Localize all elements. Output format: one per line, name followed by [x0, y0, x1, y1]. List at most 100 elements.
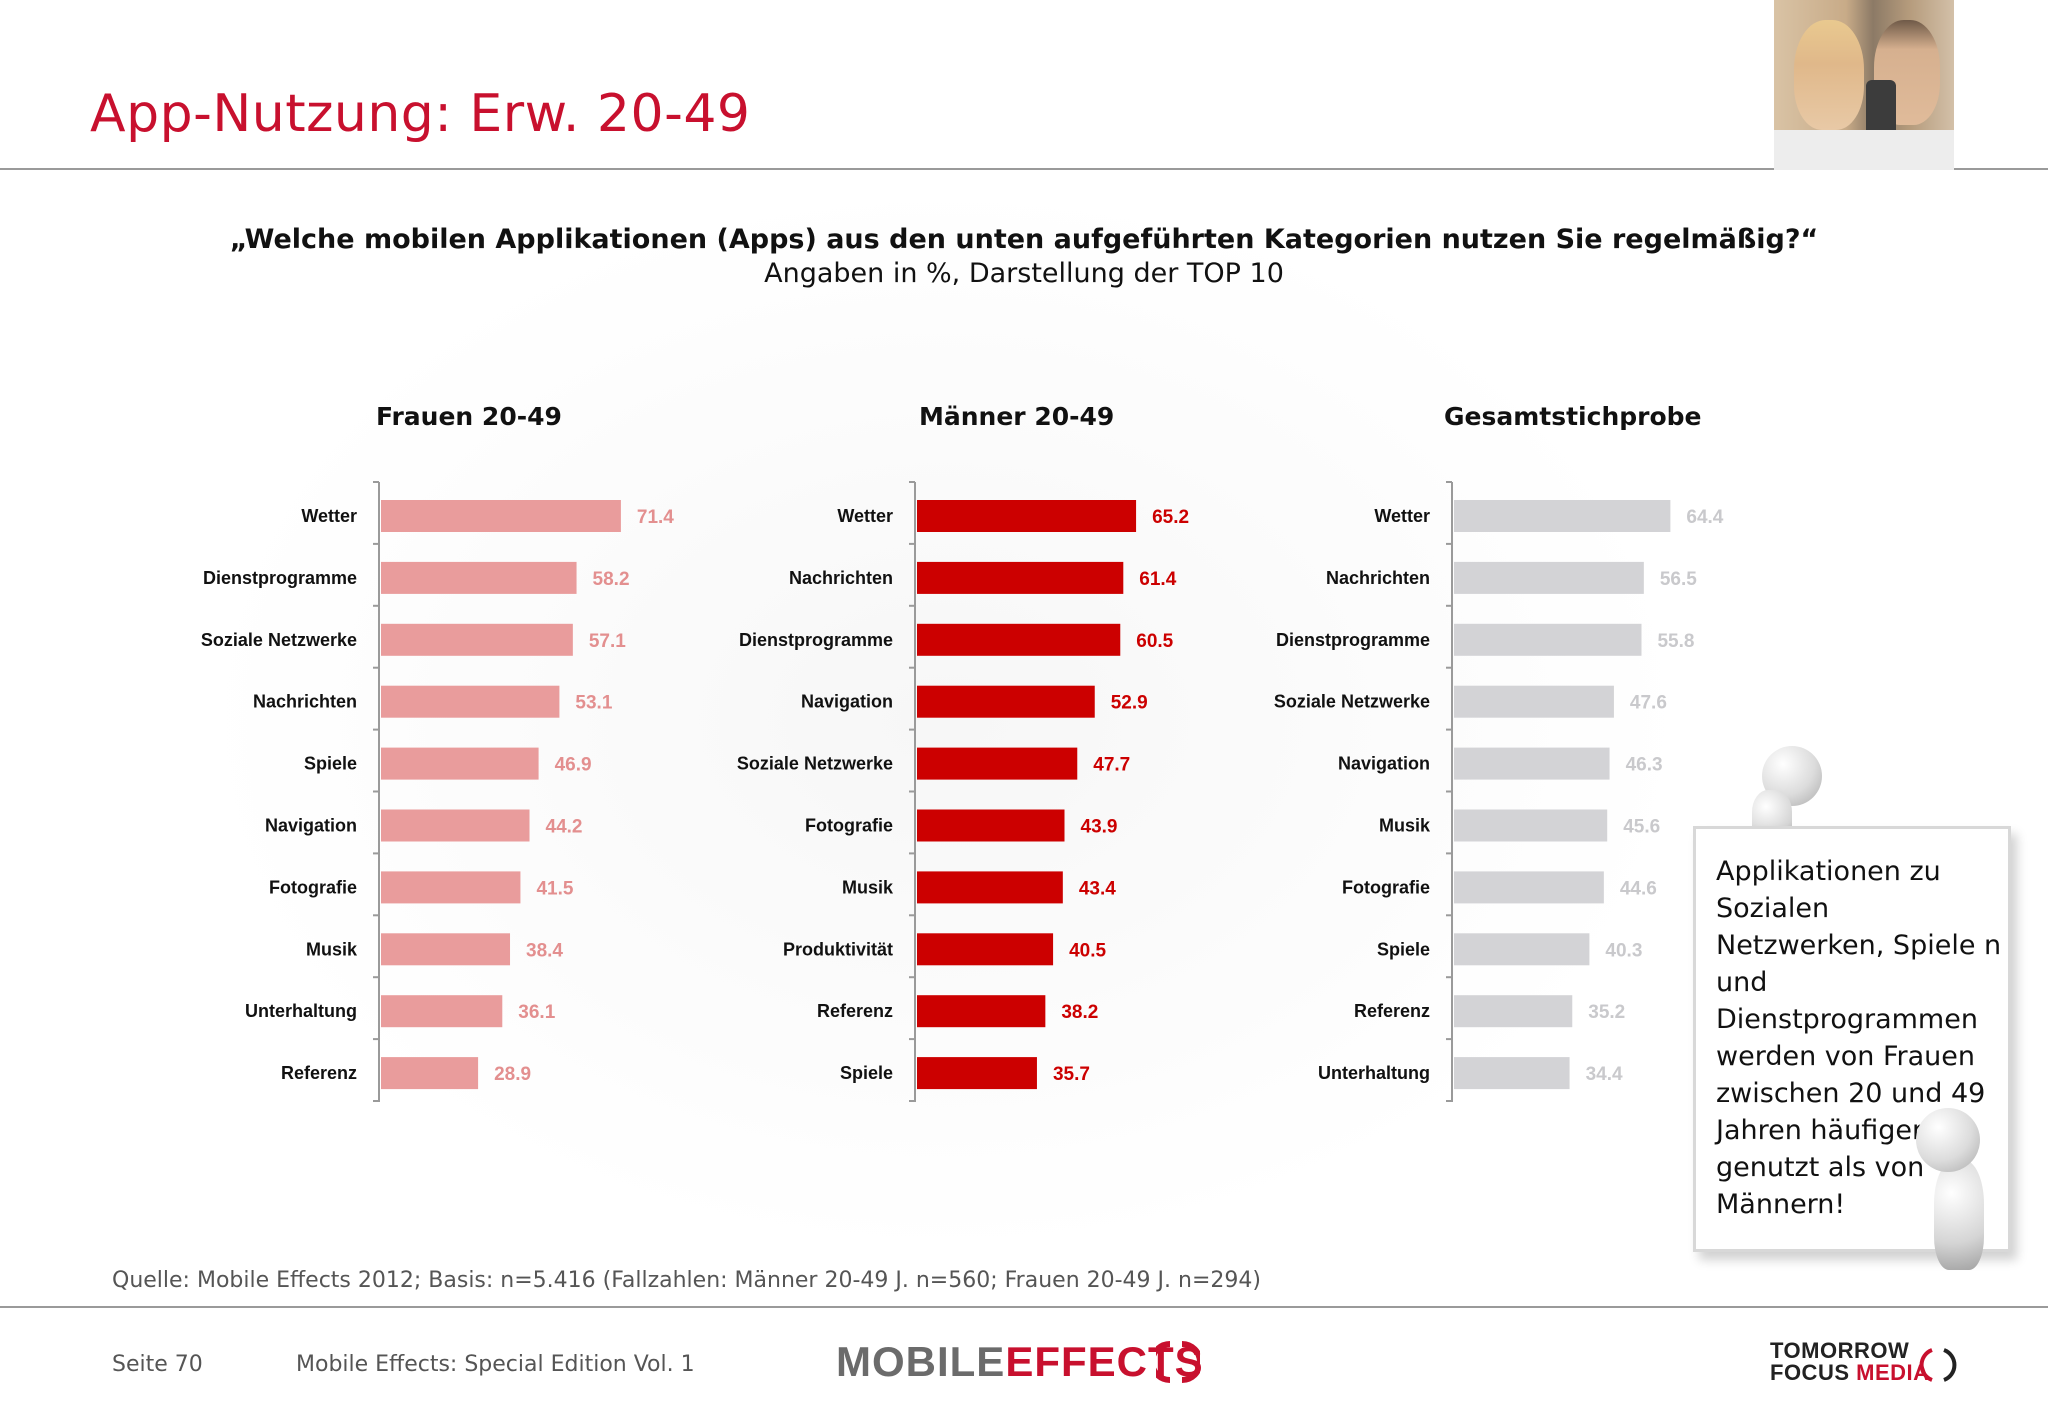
category-label: Soziale Netzwerke [1274, 692, 1430, 712]
bar [1454, 747, 1610, 780]
bar [1454, 623, 1642, 656]
value-label: 41.5 [536, 878, 573, 899]
bar [1454, 561, 1644, 594]
value-label: 65.2 [1152, 507, 1189, 528]
bar [381, 685, 560, 718]
category-label: Navigation [1338, 754, 1430, 774]
value-label: 35.2 [1588, 1002, 1625, 1023]
category-label: Spiele [304, 754, 357, 774]
chart-title-maenner: Männer 20-49 [919, 402, 1115, 431]
category-label: Fotografie [269, 877, 357, 897]
woman-face-shape [1794, 20, 1864, 130]
value-label: 58.2 [593, 569, 630, 590]
logo-tf-line1: TOMORROW [1770, 1338, 1910, 1363]
category-label: Spiele [840, 1063, 893, 1083]
category-label: Spiele [1377, 939, 1430, 959]
bar [917, 561, 1124, 594]
bar [381, 933, 511, 966]
bar [917, 871, 1063, 904]
value-label: 38.4 [526, 940, 563, 961]
value-label: 47.7 [1093, 755, 1130, 776]
chart-title-gesamt: Gesamtstichprobe [1444, 402, 1702, 431]
bar [381, 995, 503, 1028]
category-label: Musik [842, 877, 894, 897]
survey-question: „Welche mobilen Applikationen (Apps) aus… [229, 224, 1819, 255]
footer-divider [0, 1306, 2048, 1308]
value-label: 44.6 [1620, 878, 1657, 899]
logo-mobile-text: MOBILE [836, 1338, 1006, 1385]
category-label: Dienstprogramme [739, 630, 893, 650]
category-label: Unterhaltung [245, 1001, 357, 1021]
header-divider [0, 168, 2048, 170]
value-label: 56.5 [1660, 569, 1697, 590]
bar [1454, 995, 1573, 1028]
value-label: 61.4 [1139, 569, 1176, 590]
bar [917, 685, 1095, 718]
page-title: App-Nutzung: Erw. 20-49 [90, 84, 751, 144]
figure-body-bottom [1934, 1160, 1984, 1270]
category-label: Musik [306, 939, 358, 959]
value-label: 36.1 [518, 1002, 555, 1023]
value-label: 64.4 [1686, 507, 1723, 528]
bar [381, 561, 577, 594]
bar [917, 500, 1137, 532]
bar [917, 747, 1078, 780]
header-photo [1774, 0, 1954, 170]
category-label: Referenz [281, 1063, 357, 1083]
bar [381, 500, 621, 532]
category-label: Wetter [1374, 506, 1430, 526]
value-label: 47.6 [1630, 693, 1667, 714]
value-label: 71.4 [637, 507, 674, 528]
value-label: 40.3 [1605, 940, 1642, 961]
category-label: Produktivität [783, 939, 893, 959]
value-label: 53.1 [575, 693, 612, 714]
value-label: 34.4 [1586, 1064, 1623, 1085]
value-label: 44.2 [546, 817, 583, 838]
category-label: Referenz [817, 1001, 893, 1021]
category-label: Fotografie [1342, 877, 1430, 897]
value-label: 35.7 [1053, 1064, 1090, 1085]
logo-tf-focus: FOCUS [1770, 1360, 1857, 1385]
mobile-effects-ring-icon [1156, 1341, 1200, 1383]
category-label: Dienstprogramme [1276, 630, 1430, 650]
value-label: 60.5 [1136, 631, 1173, 652]
value-label: 46.3 [1626, 755, 1663, 776]
category-label: Unterhaltung [1318, 1063, 1430, 1083]
bar [381, 809, 530, 842]
category-label: Wetter [301, 506, 357, 526]
category-label: Navigation [265, 816, 357, 836]
category-label: Nachrichten [789, 568, 893, 588]
category-label: Fotografie [805, 816, 893, 836]
value-label: 55.8 [1657, 631, 1694, 652]
bar [381, 623, 573, 656]
value-label: 28.9 [494, 1064, 531, 1085]
shirt-shape [1774, 130, 1954, 170]
chart-subtitle: Angaben in %, Darstellung der TOP 10 [764, 258, 1284, 289]
value-label: 57.1 [589, 631, 626, 652]
bar [917, 995, 1046, 1028]
category-label: Referenz [1354, 1001, 1430, 1021]
bar [1454, 685, 1614, 718]
page-number: Seite 70 [112, 1352, 203, 1377]
category-label: Dienstprogramme [203, 568, 357, 588]
category-label: Navigation [801, 692, 893, 712]
category-label: Wetter [837, 506, 893, 526]
bar [1454, 500, 1671, 532]
category-label: Nachrichten [253, 692, 357, 712]
bar [1454, 1057, 1570, 1090]
bar [917, 809, 1065, 842]
note-board: Applikationen zu Sozialen Netzwerken, Sp… [1693, 826, 2011, 1252]
category-label: Soziale Netzwerke [737, 754, 893, 774]
value-label: 43.9 [1081, 817, 1118, 838]
value-label: 43.4 [1079, 878, 1116, 899]
value-label: 45.6 [1623, 817, 1660, 838]
bar [1454, 933, 1590, 966]
logo-tf-media: MEDIA [1856, 1360, 1930, 1385]
category-label: Soziale Netzwerke [201, 630, 357, 650]
note-text: Applikationen zu Sozialen Netzwerken, Sp… [1716, 856, 2002, 1220]
tomorrow-focus-ring-icon [1919, 1348, 1957, 1382]
category-label: Nachrichten [1326, 568, 1430, 588]
source-note: Quelle: Mobile Effects 2012; Basis: n=5.… [112, 1268, 1261, 1293]
bar [1454, 809, 1608, 842]
